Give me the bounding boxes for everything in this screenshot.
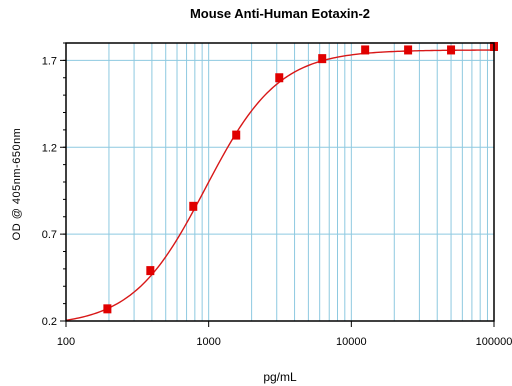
data-point [232, 130, 241, 140]
chart-title: Mouse Anti-Human Eotaxin-2 [189, 6, 371, 21]
data-point [361, 45, 370, 55]
axis-ticks [60, 42, 495, 327]
x-tick-label: 10000 [336, 336, 367, 348]
data-point [275, 73, 284, 83]
y-tick-label: 0.7 [42, 229, 57, 241]
data-point [189, 201, 198, 211]
data-point [447, 45, 456, 55]
tick-labels: 0.2 0.7 1.2 1.7 100 1000 10000 100000 [42, 55, 512, 348]
x-tick-label: 100000 [476, 336, 512, 348]
data-point [404, 45, 413, 55]
data-point [103, 304, 112, 314]
y-tick-label: 1.7 [42, 55, 57, 67]
x-tick-label: 1000 [196, 336, 220, 348]
x-axis-label: pg/mL [263, 370, 297, 384]
grid-lines [66, 43, 494, 321]
y-tick-label: 0.2 [42, 316, 57, 328]
y-tick-label: 1.2 [42, 142, 57, 154]
fit-curve [65, 49, 495, 322]
data-points [103, 41, 498, 314]
x-tick-label: 100 [57, 336, 75, 348]
plot-frame [65, 42, 495, 322]
data-point [318, 54, 327, 64]
data-point [146, 266, 155, 276]
